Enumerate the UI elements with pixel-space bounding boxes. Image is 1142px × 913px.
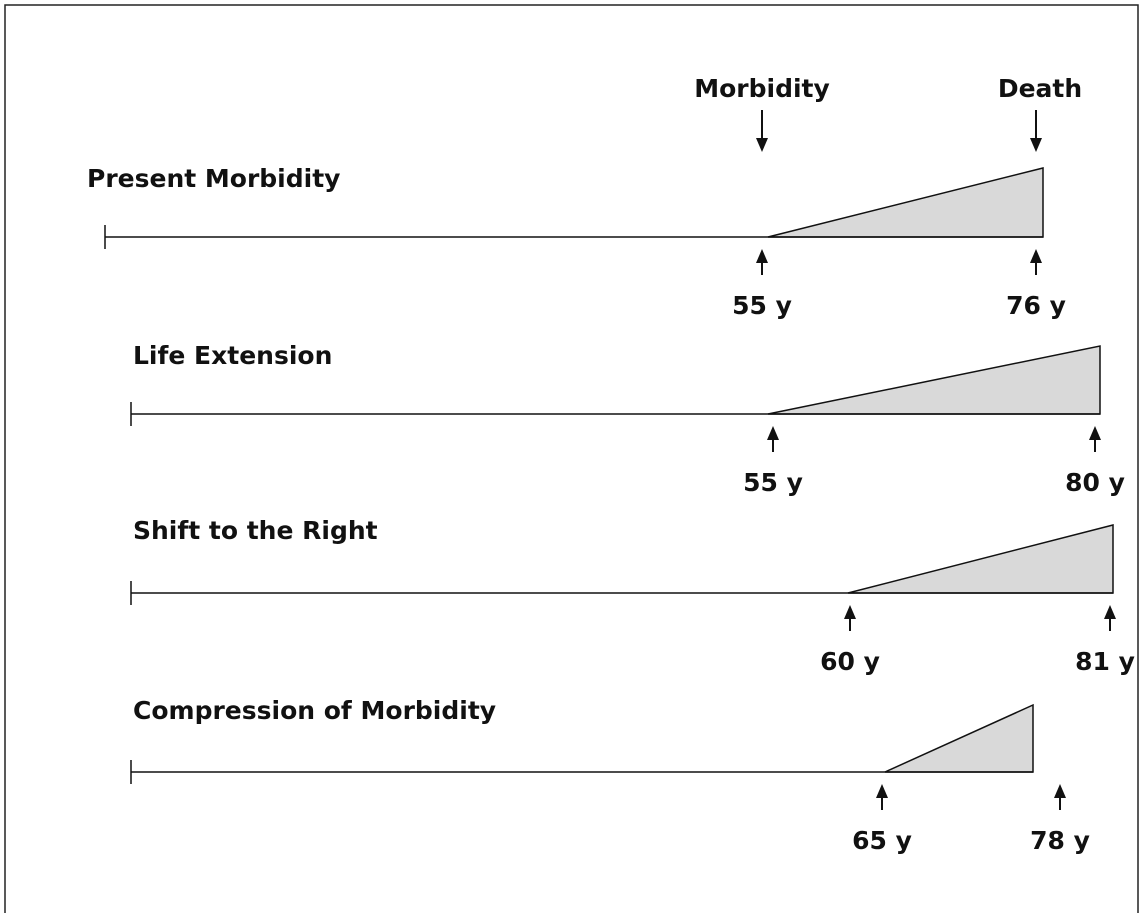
frame <box>4 4 1139 913</box>
arrow-head <box>844 605 856 619</box>
arrow-head <box>1089 426 1101 440</box>
morbidity-wedge <box>884 703 1034 773</box>
row-title: Compression of Morbidity <box>133 696 496 725</box>
death-label: Death <box>998 74 1082 103</box>
end-age: 76 y <box>1006 291 1066 320</box>
start-age: 60 y <box>820 647 880 676</box>
arrow-head <box>1054 784 1066 798</box>
start-age: 65 y <box>852 826 912 855</box>
morbidity-wedge <box>767 167 1044 238</box>
end-age: 81 y <box>1075 647 1135 676</box>
arrow-head <box>1104 605 1116 619</box>
end-age: 78 y <box>1030 826 1090 855</box>
arrow-head <box>767 426 779 440</box>
row-title: Present Morbidity <box>87 164 340 193</box>
morbidity-wedge <box>767 345 1101 415</box>
morbidity-wedge <box>847 524 1114 594</box>
row-title: Life Extension <box>133 341 332 370</box>
arrow-head <box>756 249 768 263</box>
arrow-head <box>876 784 888 798</box>
start-age: 55 y <box>732 291 792 320</box>
arrow-head <box>1030 138 1042 152</box>
arrow-head <box>1030 249 1042 263</box>
row-title: Shift to the Right <box>133 516 378 545</box>
start-age: 55 y <box>743 468 803 497</box>
morbidity-label: Morbidity <box>694 74 830 103</box>
end-age: 80 y <box>1065 468 1125 497</box>
arrow-head <box>756 138 768 152</box>
